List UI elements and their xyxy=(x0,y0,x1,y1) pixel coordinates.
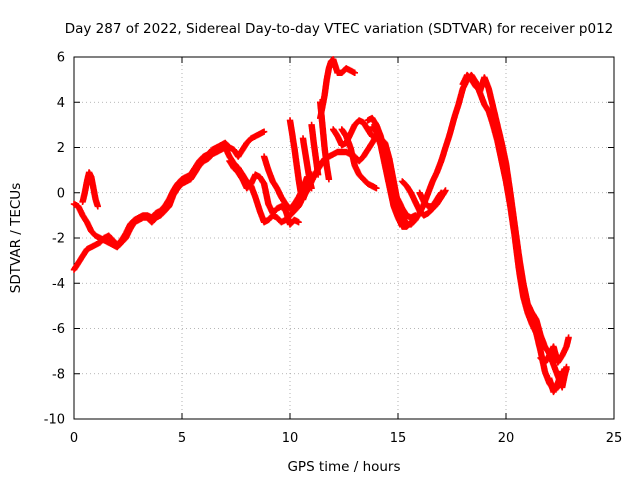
x-axis-label: GPS time / hours xyxy=(287,459,400,475)
data-point-markers xyxy=(338,126,380,192)
x-tick-label: 25 xyxy=(606,431,623,446)
y-tick-label: -6 xyxy=(52,322,65,337)
axis-ticks: 0 5 10 15 20 25 -10 -8 -6 -4 -2 0 2 4 6 xyxy=(44,51,623,447)
y-tick-label: -10 xyxy=(44,413,65,428)
data-point-markers xyxy=(546,368,566,396)
y-tick-label: -2 xyxy=(52,232,65,247)
data-point-markers xyxy=(368,123,415,230)
y-tick-label: -4 xyxy=(52,277,65,292)
data-point-markers xyxy=(70,128,268,273)
data-point-markers xyxy=(416,189,445,210)
y-tick-label: 2 xyxy=(57,141,65,156)
y-axis-label: SDTVAR / TECUs xyxy=(8,183,24,293)
data-point-markers xyxy=(317,56,358,122)
y-tick-label: 4 xyxy=(57,96,65,111)
y-tick-label: -8 xyxy=(52,367,65,382)
data-points xyxy=(70,56,572,396)
data-point-markers xyxy=(308,121,322,178)
data-point-markers xyxy=(226,157,302,228)
data-point-markers xyxy=(459,71,570,391)
chart-title: Day 287 of 2022, Sidereal Day-to-day VTE… xyxy=(65,21,614,37)
data-point-markers xyxy=(79,169,101,210)
x-tick-label: 15 xyxy=(390,431,407,446)
x-tick-label: 0 xyxy=(70,431,78,446)
x-tick-label: 5 xyxy=(178,431,186,446)
x-tick-label: 10 xyxy=(282,431,299,446)
data-point-markers xyxy=(537,334,572,366)
data-point-markers xyxy=(299,135,315,192)
x-tick-label: 20 xyxy=(498,431,515,446)
grid-lines xyxy=(74,57,614,419)
y-tick-label: 0 xyxy=(57,186,65,201)
y-tick-label: 6 xyxy=(57,51,65,66)
